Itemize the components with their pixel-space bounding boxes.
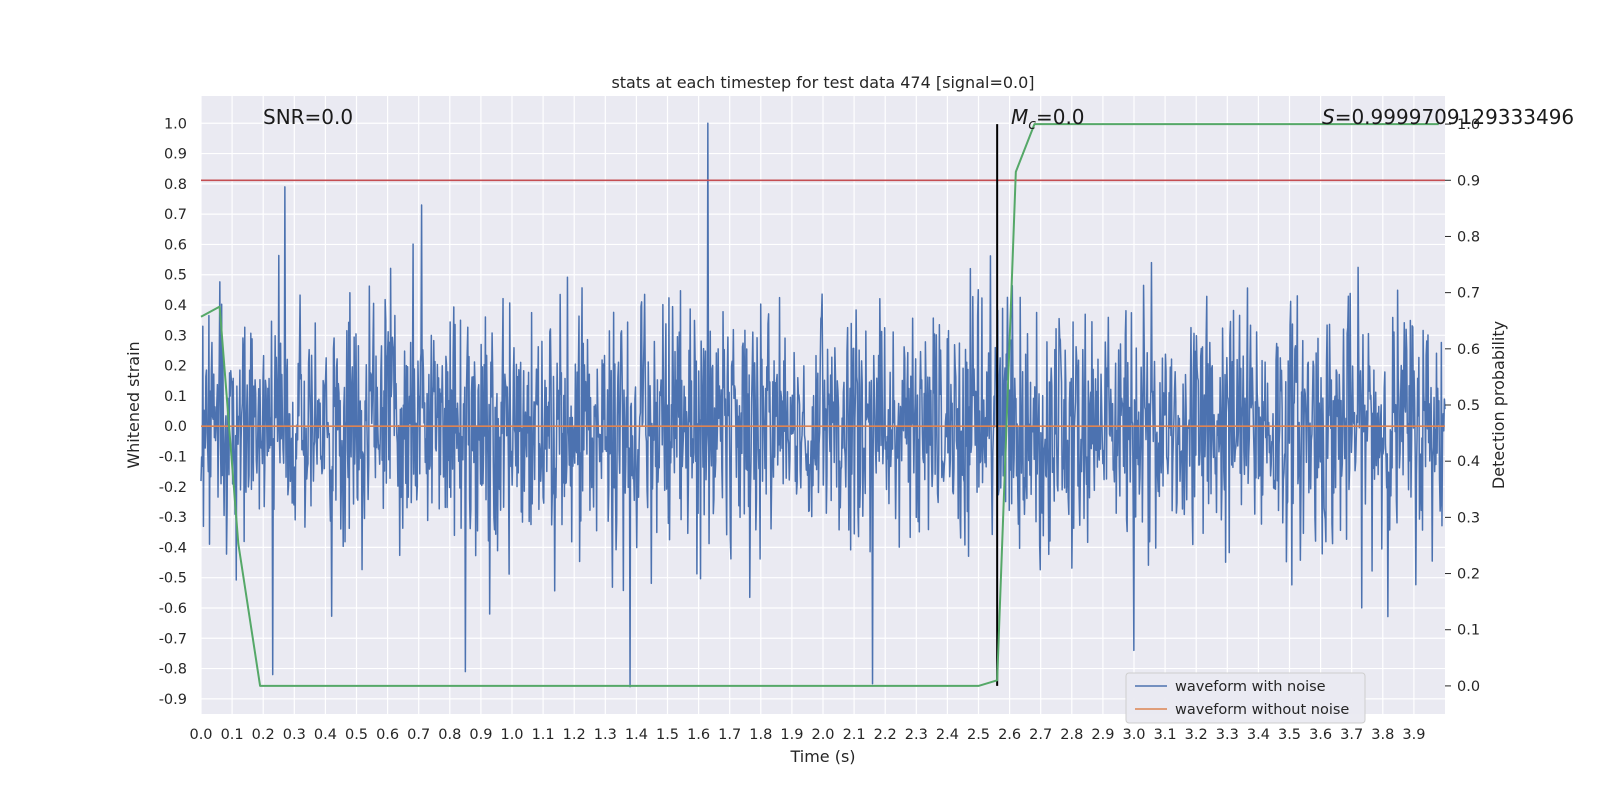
x-tick-label: 3.4 <box>1247 727 1270 743</box>
x-tick-label: 2.0 <box>811 727 834 743</box>
x-tick-label: 3.5 <box>1278 727 1301 743</box>
x-tick-label: 1.9 <box>780 727 803 743</box>
y-tick-labels: 1.0 0.9 0.8 0.7 0.6 0.5 0.4 0.3 0.2 0.1 0.0 -0.1 -0.… <box>159 116 187 708</box>
y-tick-label: -0.6 <box>159 601 187 617</box>
y-tick-label: 0.8 <box>164 177 187 193</box>
y-tick-label: -0.7 <box>159 631 187 647</box>
x-tick-label: 2.3 <box>905 727 928 743</box>
y2-tick-label: 0.4 <box>1457 454 1480 470</box>
x-tick-label: 3.6 <box>1309 727 1332 743</box>
y-tick-label: -0.9 <box>159 692 187 708</box>
x-tick-label: 2.9 <box>1091 727 1114 743</box>
legend-box <box>1125 672 1366 724</box>
x-tick-label: 3.0 <box>1122 727 1145 743</box>
x-tick-label: 3.9 <box>1402 727 1425 743</box>
y-tick-label: 0.4 <box>164 298 187 314</box>
x-tick-label: 1.6 <box>687 727 710 743</box>
x-tick-label: 0.2 <box>252 727 275 743</box>
y2-tick-label: 1.0 <box>1457 117 1480 133</box>
legend: waveform with noise waveform without noi… <box>1125 672 1366 724</box>
x-tick-label: 0.8 <box>438 727 461 743</box>
x-tick-label: 2.4 <box>936 727 959 743</box>
y-tick-label: -0.2 <box>159 480 187 496</box>
y2-tick-labels: 1.0 0.9 0.8 0.7 0.6 0.5 0.4 0.3 0.2 0.1 0.0 <box>1445 117 1480 695</box>
annotation-chirp-mass: Mc=0.0 <box>1011 105 1085 133</box>
chart-title: stats at each timestep for test data 474… <box>611 73 1034 92</box>
x-tick-label: 1.8 <box>749 727 772 743</box>
y2-tick-label: 0.8 <box>1457 229 1480 245</box>
x-tick-label: 3.7 <box>1340 727 1363 743</box>
y2-tick-label: 0.0 <box>1457 679 1480 695</box>
x-tick-label: 2.1 <box>843 727 866 743</box>
x-tick-label: 0.7 <box>407 727 430 743</box>
series-waveform-with-noise <box>200 122 1446 688</box>
x-tick-label: 1.5 <box>656 727 679 743</box>
x-tick-label: 1.7 <box>718 727 741 743</box>
y2-axis-label: Detection probability <box>1489 321 1508 489</box>
x-tick-label: 2.7 <box>1029 727 1052 743</box>
x-tick-label: 1.3 <box>594 727 617 743</box>
annotation-score-symbol: S <box>1322 105 1335 129</box>
x-tick-label: 0.1 <box>221 727 244 743</box>
y-tick-label: 0.2 <box>164 359 187 375</box>
x-tick-label: 1.4 <box>625 727 648 743</box>
y-tick-label: 0.7 <box>164 207 187 223</box>
annotation-score: S=0.9999709129333496 <box>1322 105 1574 129</box>
x-tick-label: 2.8 <box>1060 727 1083 743</box>
legend-label-without-noise: waveform without noise <box>1175 702 1349 718</box>
y-tick-label: 0.9 <box>164 147 187 163</box>
y2-tick-label: 0.3 <box>1457 510 1480 526</box>
x-tick-label: 2.5 <box>967 727 990 743</box>
y-axis-label: Whitened strain <box>124 341 143 468</box>
x-axis-label: Time (s) <box>789 747 855 766</box>
y2-tick-label: 0.2 <box>1457 567 1480 583</box>
x-tick-label: 2.2 <box>874 727 897 743</box>
annotation-chirp-mass-value: =0.0 <box>1036 105 1085 129</box>
y-tick-label: 0.1 <box>164 389 187 405</box>
x-tick-label: 0.3 <box>283 727 306 743</box>
y-tick-label: 0.0 <box>164 419 187 435</box>
x-tick-label: 1.1 <box>532 727 555 743</box>
x-tick-label: 1.2 <box>563 727 586 743</box>
x-tick-label: 0.5 <box>345 727 368 743</box>
x-tick-label: 3.2 <box>1185 727 1208 743</box>
y2-tick-label: 0.5 <box>1457 398 1480 414</box>
y-tick-label: 0.3 <box>164 328 187 344</box>
y-tick-label: -0.5 <box>159 571 187 587</box>
y-tick-label: -0.3 <box>159 510 187 526</box>
x-tick-label: 2.6 <box>998 727 1021 743</box>
y2-tick-label: 0.1 <box>1457 623 1480 639</box>
line-waveform-with-noise <box>200 122 1446 688</box>
overlays <box>200 123 1445 687</box>
x-tick-label: 3.1 <box>1154 727 1177 743</box>
y-tick-label: 0.5 <box>164 268 187 284</box>
y-tick-label: 0.6 <box>164 237 187 253</box>
x-tick-label: 1.0 <box>500 727 523 743</box>
x-tick-label: 3.8 <box>1371 727 1394 743</box>
x-tick-label: 0.0 <box>189 727 212 743</box>
x-tick-labels: 0.0 0.1 0.2 0.3 0.4 0.5 0.6 0.7 0.8 0.9 1.0 1.1 1.2 1… <box>189 727 1425 743</box>
line-detection-probability <box>200 123 1439 687</box>
annotation-snr: SNR=0.0 <box>263 105 353 129</box>
annotation-chirp-mass-sub: c <box>1028 117 1036 133</box>
y2-tick-label: 0.7 <box>1457 286 1480 302</box>
legend-label-with-noise: waveform with noise <box>1175 679 1326 695</box>
y-tick-label: -0.8 <box>159 662 187 678</box>
x-tick-label: 0.4 <box>314 727 337 743</box>
y-tick-label: 1.0 <box>164 116 187 132</box>
x-tick-label: 0.6 <box>376 727 399 743</box>
annotation-chirp-mass-symbol: M <box>1011 105 1028 129</box>
annotation-score-value: =0.9999709129333496 <box>1335 105 1574 129</box>
x-tick-label: 3.3 <box>1216 727 1239 743</box>
y2-tick-label: 0.6 <box>1457 342 1480 358</box>
x-tick-label: 0.9 <box>469 727 492 743</box>
y-tick-label: -0.1 <box>159 450 187 466</box>
y-tick-label: -0.4 <box>159 540 187 556</box>
y2-tick-label: 0.9 <box>1457 173 1480 189</box>
